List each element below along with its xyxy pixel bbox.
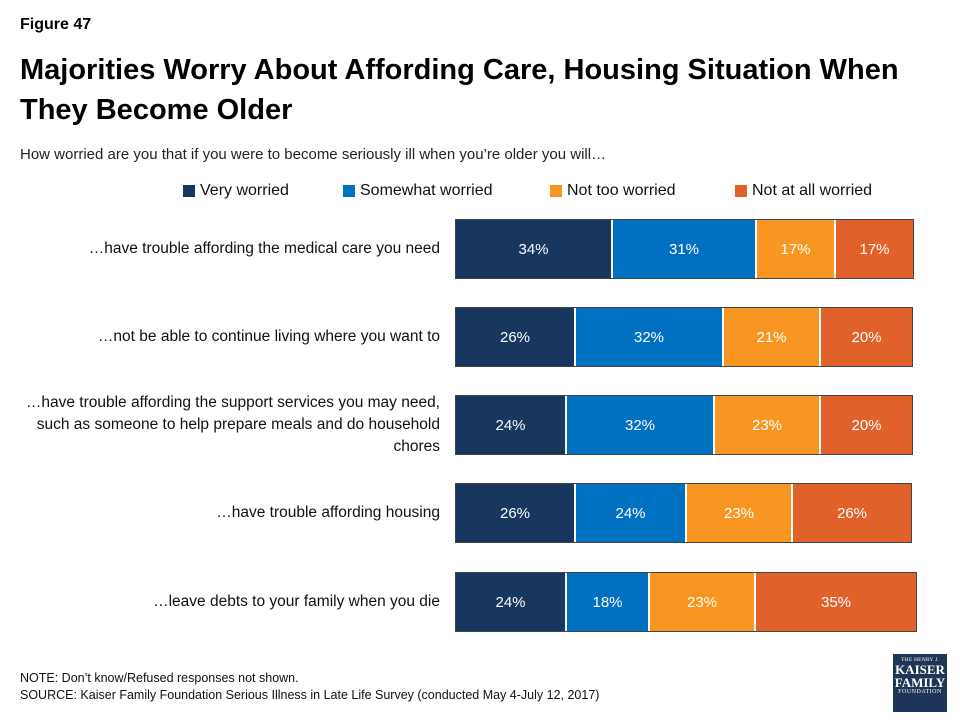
category-label: …have trouble affording housing	[216, 504, 440, 521]
legend-item: Not at all worried	[735, 182, 872, 200]
bar-segment: 20%	[820, 395, 913, 455]
bar-segment: 17%	[835, 219, 914, 279]
bar-segment: 24%	[455, 572, 566, 632]
legend-label: Not at all worried	[752, 182, 873, 199]
chart-title: Majorities Worry About Affording Care, H…	[20, 54, 899, 126]
bar-segment: 24%	[575, 483, 686, 543]
legend-swatch	[735, 185, 747, 197]
kff-logo: THE HENRY J. KAISER FAMILY FOUNDATION	[893, 654, 947, 712]
bar-segment: 20%	[820, 307, 913, 367]
logo-line: THE HENRY J.	[901, 657, 939, 663]
chart-legend: Very worried Somewhat worried Not too worr…	[183, 182, 923, 202]
bar-segment: 26%	[455, 307, 575, 367]
bar-segment: 23%	[686, 483, 792, 543]
bar-segment: 31%	[612, 219, 756, 279]
bar-segment: 35%	[755, 572, 917, 632]
legend-swatch	[550, 185, 562, 197]
logo-line: FOUNDATION	[898, 689, 942, 695]
legend-swatch	[343, 185, 355, 197]
legend-item: Very worried	[183, 182, 289, 200]
legend-item: Not too worried	[550, 182, 676, 200]
figure-label: Figure 47	[20, 16, 92, 33]
bar-segment: 17%	[756, 219, 835, 279]
legend-label: Not too worried	[567, 182, 676, 199]
bar-segment: 32%	[575, 307, 723, 367]
note-text: NOTE: Don’t know/Refused responses not s…	[20, 671, 299, 685]
bar-segment: 26%	[455, 483, 575, 543]
legend-swatch	[183, 185, 195, 197]
category-label: …have trouble affording the support serv…	[25, 394, 440, 455]
bar-segment: 18%	[566, 572, 649, 632]
bar-segment: 24%	[455, 395, 566, 455]
logo-line: FAMILY	[894, 675, 946, 690]
footnote: NOTE: Don’t know/Refused responses not s…	[20, 670, 599, 704]
bar-segment: 34%	[455, 219, 612, 279]
category-label: …leave debts to your family when you die	[153, 593, 440, 610]
bar-segment: 23%	[649, 572, 755, 632]
bar-segment: 21%	[723, 307, 820, 367]
source-text: SOURCE: Kaiser Family Foundation Serious…	[20, 688, 600, 702]
chart-subtitle: How worried are you that if you were to …	[20, 146, 607, 163]
bar-segment: 23%	[714, 395, 820, 455]
bar-segment: 26%	[792, 483, 912, 543]
legend-label: Somewhat worried	[360, 182, 493, 199]
category-label: …not be able to continue living where yo…	[97, 328, 440, 345]
legend-item: Somewhat worried	[343, 182, 493, 200]
category-label: …have trouble affording the medical care…	[88, 240, 440, 257]
bar-segment: 32%	[566, 395, 714, 455]
logo-line: KAISER	[895, 662, 945, 677]
legend-label: Very worried	[200, 182, 289, 199]
